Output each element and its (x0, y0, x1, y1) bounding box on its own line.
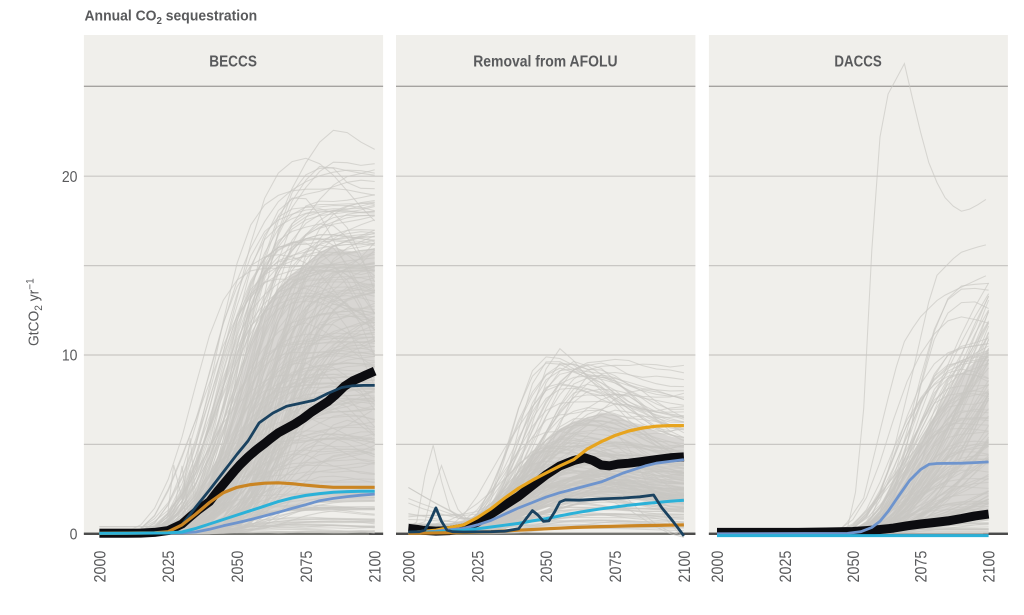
svg-text:DACCS: DACCS (834, 54, 882, 71)
svg-text:2075: 2075 (607, 551, 625, 583)
svg-text:Removal from AFOLU: Removal from AFOLU (473, 54, 617, 71)
svg-text:2025: 2025 (777, 551, 795, 583)
svg-text:10: 10 (62, 347, 78, 365)
svg-text:2075: 2075 (298, 551, 316, 583)
svg-text:Annual CO2 sequestration: Annual CO2 sequestration (85, 8, 258, 27)
svg-text:20: 20 (62, 168, 78, 186)
svg-text:2050: 2050 (229, 551, 247, 583)
svg-text:2100: 2100 (367, 551, 385, 583)
svg-text:2100: 2100 (676, 551, 694, 583)
svg-text:2100: 2100 (981, 551, 999, 583)
svg-text:GtCO2 yr−1: GtCO2 yr−1 (24, 278, 45, 346)
svg-text:2075: 2075 (913, 551, 931, 583)
svg-text:2050: 2050 (845, 551, 863, 583)
svg-text:BECCS: BECCS (209, 54, 257, 71)
svg-text:2025: 2025 (160, 551, 178, 583)
svg-text:2025: 2025 (469, 551, 487, 583)
svg-text:2000: 2000 (709, 551, 727, 583)
svg-text:2000: 2000 (401, 551, 419, 583)
svg-text:2000: 2000 (92, 551, 110, 583)
svg-text:0: 0 (70, 526, 78, 544)
svg-text:2050: 2050 (538, 551, 556, 583)
